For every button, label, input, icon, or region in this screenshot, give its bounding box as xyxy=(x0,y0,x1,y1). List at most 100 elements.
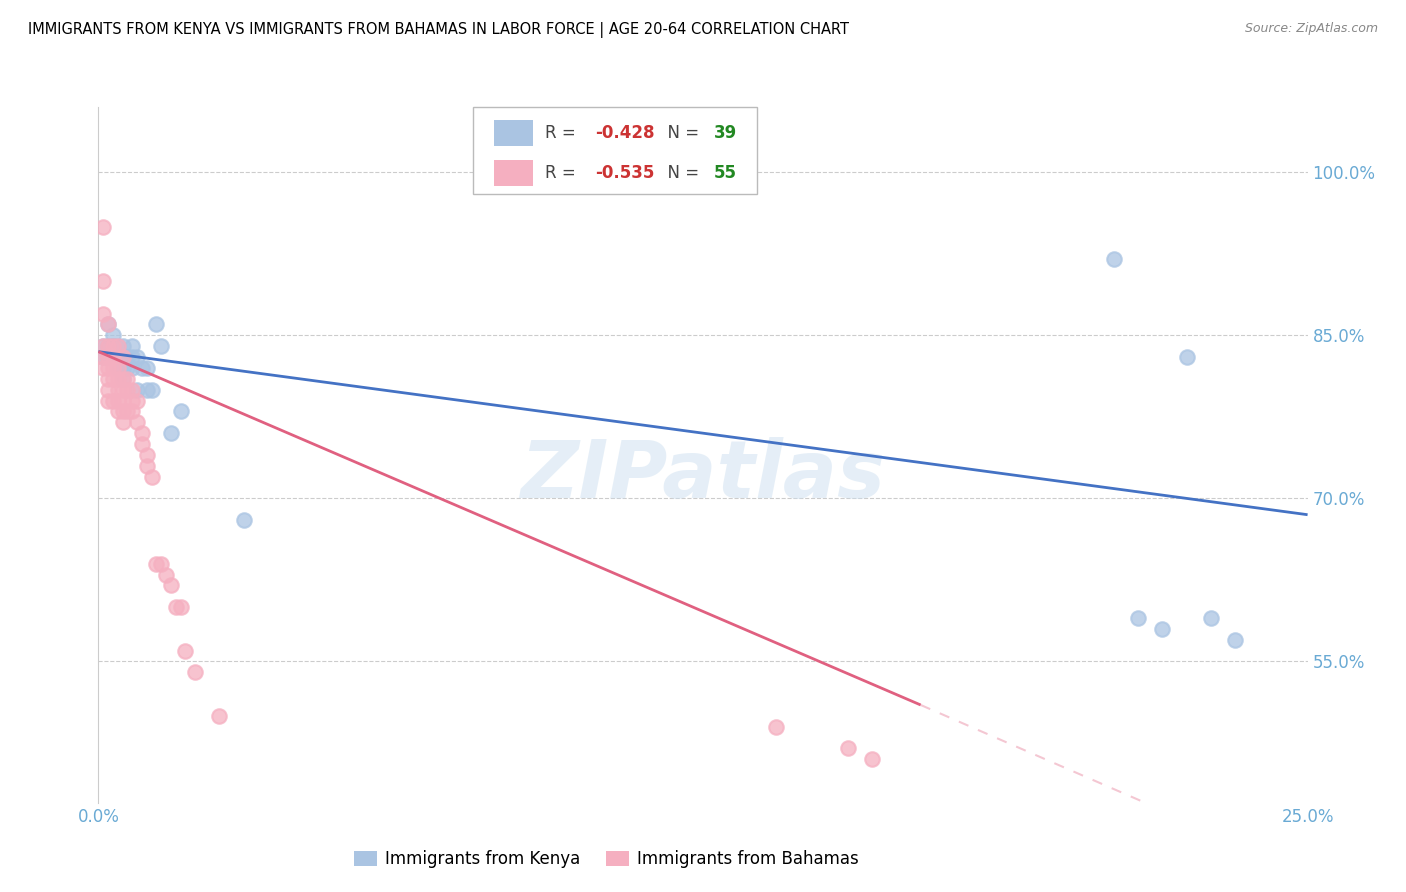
Point xyxy=(97,383,120,397)
Point xyxy=(127,393,149,408)
Point xyxy=(860,752,883,766)
Point xyxy=(1199,611,1222,625)
Point xyxy=(101,350,124,364)
Point xyxy=(208,708,231,723)
Point xyxy=(111,339,134,353)
Text: -0.535: -0.535 xyxy=(595,164,655,182)
Point xyxy=(111,350,134,364)
Point xyxy=(91,350,114,364)
Point xyxy=(91,274,114,288)
Point xyxy=(107,393,129,408)
Point xyxy=(121,383,143,397)
FancyBboxPatch shape xyxy=(474,107,758,194)
Point xyxy=(107,339,129,353)
Point xyxy=(117,350,139,364)
Point xyxy=(150,557,173,571)
FancyBboxPatch shape xyxy=(494,120,533,145)
Point xyxy=(765,720,787,734)
Point xyxy=(101,339,124,353)
Point xyxy=(111,361,134,376)
Point xyxy=(131,437,153,451)
Point xyxy=(111,415,134,429)
Point xyxy=(131,426,153,441)
Point xyxy=(145,557,167,571)
Point xyxy=(91,339,114,353)
Text: IMMIGRANTS FROM KENYA VS IMMIGRANTS FROM BAHAMAS IN LABOR FORCE | AGE 20-64 CORR: IMMIGRANTS FROM KENYA VS IMMIGRANTS FROM… xyxy=(28,22,849,38)
Text: ZIPatlas: ZIPatlas xyxy=(520,437,886,515)
Point xyxy=(91,361,114,376)
Point xyxy=(91,350,114,364)
Text: 55: 55 xyxy=(714,164,737,182)
Point xyxy=(1223,632,1246,647)
Legend: Immigrants from Kenya, Immigrants from Bahamas: Immigrants from Kenya, Immigrants from B… xyxy=(347,843,866,874)
Point xyxy=(97,350,120,364)
Point xyxy=(91,339,114,353)
Point xyxy=(135,361,157,376)
Point xyxy=(135,448,157,462)
Point xyxy=(97,393,120,408)
Point xyxy=(184,665,207,680)
Point xyxy=(1152,622,1174,636)
Point xyxy=(101,339,124,353)
Point xyxy=(111,393,134,408)
Point xyxy=(97,339,120,353)
Point xyxy=(101,350,124,364)
Text: Source: ZipAtlas.com: Source: ZipAtlas.com xyxy=(1244,22,1378,36)
Point xyxy=(127,350,149,364)
Point xyxy=(97,350,120,364)
Point xyxy=(91,219,114,234)
Point xyxy=(174,643,197,657)
Point xyxy=(1128,611,1150,625)
Point xyxy=(141,383,163,397)
Point xyxy=(101,339,124,353)
Point xyxy=(232,513,254,527)
Point xyxy=(97,339,120,353)
Point xyxy=(135,383,157,397)
Point xyxy=(127,383,149,397)
Point xyxy=(117,361,139,376)
Point xyxy=(111,372,134,386)
FancyBboxPatch shape xyxy=(494,161,533,186)
Point xyxy=(111,383,134,397)
Point xyxy=(111,404,134,418)
Point xyxy=(107,372,129,386)
Point xyxy=(111,372,134,386)
Text: N =: N = xyxy=(657,124,704,142)
Point xyxy=(1102,252,1125,267)
Point xyxy=(160,578,183,592)
Point xyxy=(117,383,139,397)
Text: 39: 39 xyxy=(714,124,737,142)
Point xyxy=(107,350,129,364)
Point xyxy=(160,426,183,441)
Point xyxy=(101,328,124,343)
Point xyxy=(837,741,859,756)
Point xyxy=(101,393,124,408)
Point xyxy=(121,393,143,408)
Point xyxy=(155,567,177,582)
Point xyxy=(107,361,129,376)
Point xyxy=(111,350,134,364)
Point xyxy=(141,469,163,483)
Point xyxy=(101,361,124,376)
Text: -0.428: -0.428 xyxy=(595,124,655,142)
Point xyxy=(107,361,129,376)
Point xyxy=(107,404,129,418)
Point xyxy=(117,350,139,364)
Point xyxy=(97,318,120,332)
Point xyxy=(97,361,120,376)
Text: R =: R = xyxy=(544,164,581,182)
Point xyxy=(107,339,129,353)
Point xyxy=(91,307,114,321)
Point xyxy=(150,339,173,353)
Point xyxy=(135,458,157,473)
Point xyxy=(145,318,167,332)
Point xyxy=(1175,350,1198,364)
Point xyxy=(169,404,191,418)
Point xyxy=(117,372,139,386)
Point xyxy=(117,404,139,418)
Point xyxy=(121,339,143,353)
Point xyxy=(97,372,120,386)
Point xyxy=(97,318,120,332)
Point xyxy=(121,404,143,418)
Text: R =: R = xyxy=(544,124,581,142)
